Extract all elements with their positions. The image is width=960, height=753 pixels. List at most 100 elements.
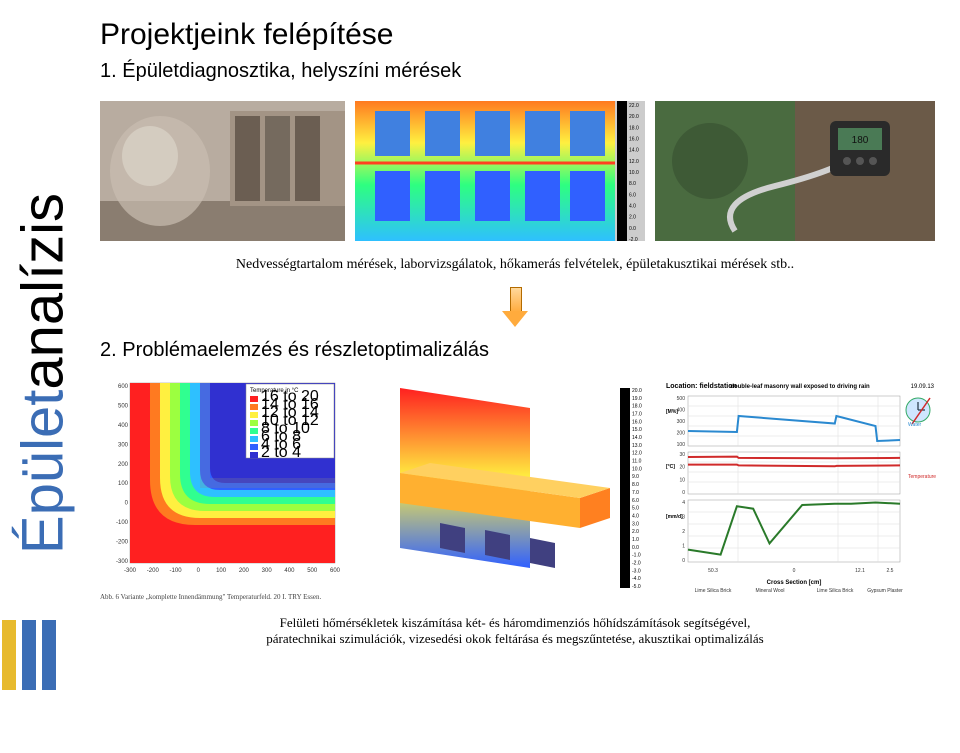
- svg-text:20.0: 20.0: [632, 388, 642, 394]
- svg-text:11.0: 11.0: [632, 459, 642, 465]
- svg-text:100: 100: [216, 568, 227, 574]
- device-reading: 180: [852, 135, 869, 146]
- svg-text:double-leaf masonry wall expos: double-leaf masonry wall exposed to driv…: [730, 384, 870, 390]
- section1-heading: 1. Épületdiagnosztika, helyszíni mérések: [100, 60, 930, 83]
- svg-text:[°C]: [°C]: [666, 464, 675, 470]
- svg-text:Location: fieldstation: Location: fieldstation: [666, 383, 737, 390]
- svg-text:1.0: 1.0: [632, 537, 639, 543]
- svg-text:Lime Silica Brick: Lime Silica Brick: [817, 588, 854, 594]
- svg-text:12.0: 12.0: [629, 159, 639, 165]
- section2-heading: 2. Problémaelemzés és részletoptimalizál…: [100, 339, 930, 362]
- accent-bar: [42, 620, 56, 690]
- svg-text:30: 30: [679, 452, 685, 458]
- svg-text:10.0: 10.0: [632, 466, 642, 472]
- svg-text:400: 400: [284, 568, 295, 574]
- svg-text:[mm/d]: [mm/d]: [666, 514, 683, 520]
- svg-text:Temperature: Temperature: [908, 474, 936, 480]
- svg-text:Lime Silica Brick: Lime Silica Brick: [695, 588, 732, 594]
- svg-text:300: 300: [118, 442, 129, 448]
- caption2-line2: páratechnikai szimulációk, vizesedési ok…: [266, 631, 763, 646]
- caption2-line1: Felületi hőmérsékletek kiszámítása két- …: [280, 615, 751, 630]
- accent-bar: [2, 620, 16, 690]
- svg-text:0: 0: [682, 490, 685, 496]
- svg-text:-200: -200: [116, 540, 129, 546]
- svg-text:-100: -100: [116, 520, 129, 526]
- page-title: Projektjeink felépítése: [100, 18, 930, 52]
- accent-bars: [2, 620, 56, 690]
- svg-text:19.09.13: 19.09.13: [911, 384, 935, 390]
- svg-text:400: 400: [118, 423, 129, 429]
- sim2d-caption: Abb. 6 Variante „komplette Innendämmung"…: [100, 593, 360, 601]
- svg-text:2.0: 2.0: [632, 529, 639, 535]
- svg-text:18.0: 18.0: [629, 125, 639, 131]
- svg-text:4.0: 4.0: [629, 204, 636, 210]
- svg-text:-4.0: -4.0: [632, 576, 641, 582]
- sim2d-plot: 6005004003002001000-100-200-300 -300-200…: [100, 378, 360, 601]
- svg-text:500: 500: [307, 568, 318, 574]
- svg-text:-2.0: -2.0: [629, 237, 638, 241]
- accent-bar: [22, 620, 36, 690]
- svg-text:500: 500: [677, 396, 686, 402]
- svg-text:2.5: 2.5: [887, 568, 894, 574]
- svg-text:22.0: 22.0: [629, 103, 639, 109]
- svg-text:9.0: 9.0: [632, 474, 639, 480]
- svg-text:Mineral Wool: Mineral Wool: [755, 588, 784, 594]
- svg-text:16.0: 16.0: [629, 137, 639, 143]
- svg-text:17.0: 17.0: [632, 412, 642, 418]
- svg-text:-2.0: -2.0: [632, 560, 641, 566]
- svg-text:Cross Section [cm]: Cross Section [cm]: [767, 580, 822, 586]
- svg-text:-100: -100: [170, 568, 183, 574]
- svg-text:2.0: 2.0: [629, 215, 636, 221]
- svg-text:200: 200: [677, 431, 686, 437]
- svg-text:Gypsum Plaster: Gypsum Plaster: [867, 588, 903, 594]
- svg-text:[M%]: [M%]: [666, 409, 678, 415]
- svg-text:14.0: 14.0: [629, 148, 639, 154]
- thermal-image: 22.0 20.0 18.0 16.0 14.0 12.0 10.0 8.0 6.0 4.0 2.0…: [355, 101, 645, 241]
- svg-text:1: 1: [682, 544, 685, 550]
- svg-text:0.0: 0.0: [629, 226, 636, 232]
- svg-text:300: 300: [262, 568, 273, 574]
- wufi-graph: Location: fieldstation double-leaf mason…: [660, 378, 940, 603]
- image-row-1: 22.0 20.0 18.0 16.0 14.0 12.0 10.0 8.0 6.0 4.0 2.0…: [100, 101, 930, 241]
- svg-text:50.3: 50.3: [708, 568, 718, 574]
- svg-text:12.1: 12.1: [855, 568, 865, 574]
- svg-text:19.0: 19.0: [632, 396, 642, 402]
- svg-text:100: 100: [677, 442, 686, 448]
- svg-text:10.0: 10.0: [629, 170, 639, 176]
- svg-text:-200: -200: [147, 568, 160, 574]
- svg-text:8.0: 8.0: [632, 482, 639, 488]
- vlabel-black: analízis: [11, 193, 76, 390]
- svg-text:5.0: 5.0: [632, 506, 639, 512]
- svg-text:Water: Water: [908, 422, 921, 428]
- section2-caption: Felületi hőmérsékletek kiszámítása két- …: [165, 615, 865, 647]
- svg-text:-300: -300: [124, 568, 137, 574]
- section1-caption: Nedvességtartalom mérések, laborvizsgála…: [195, 257, 835, 273]
- svg-text:8.0: 8.0: [629, 181, 636, 187]
- svg-text:16.0: 16.0: [632, 419, 642, 425]
- svg-text:6.0: 6.0: [629, 192, 636, 198]
- svg-text:2: 2: [682, 529, 685, 535]
- svg-text:500: 500: [118, 403, 129, 409]
- svg-text:-5.0: -5.0: [632, 584, 641, 590]
- photo-moisture-damage: [100, 101, 345, 241]
- svg-text:20: 20: [679, 465, 685, 471]
- svg-text:12.0: 12.0: [632, 451, 642, 457]
- svg-text:600: 600: [118, 384, 129, 390]
- vlabel-blue: Épület: [11, 390, 76, 554]
- svg-text:14.0: 14.0: [632, 435, 642, 441]
- svg-text:10: 10: [679, 477, 685, 483]
- svg-text:200: 200: [239, 568, 250, 574]
- svg-text:-3.0: -3.0: [632, 568, 641, 574]
- arrow-down-icon: [502, 287, 528, 327]
- moisture-meter-photo: 180: [655, 101, 935, 241]
- image-row-2: 6005004003002001000-100-200-300 -300-200…: [100, 378, 930, 603]
- sim3d-render: 20.019.018.017.016.015.014.013.012.011.0…: [370, 378, 650, 603]
- svg-text:0: 0: [682, 558, 685, 564]
- svg-text:15.0: 15.0: [632, 427, 642, 433]
- svg-text:4.0: 4.0: [632, 513, 639, 519]
- svg-text:20.0: 20.0: [629, 114, 639, 120]
- svg-text:13.0: 13.0: [632, 443, 642, 449]
- vertical-category-label: Épületanalízis: [8, 130, 78, 610]
- svg-text:2 to 4: 2 to 4: [261, 444, 301, 461]
- svg-text:300: 300: [677, 419, 686, 425]
